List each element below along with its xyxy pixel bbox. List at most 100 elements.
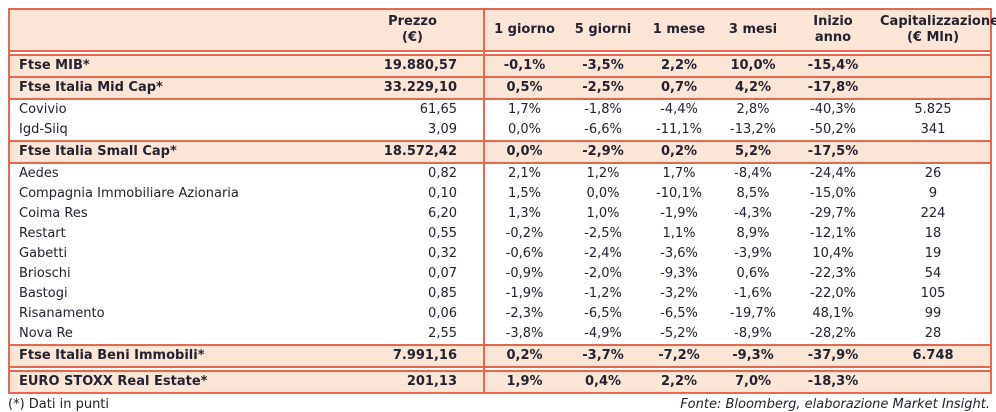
value-cell: -0,1% bbox=[484, 54, 564, 78]
value-cell: 18 bbox=[876, 224, 991, 244]
value-cell: 6,20 bbox=[364, 204, 485, 224]
stock-row: Restart 0,55 -0,2% -2,5% 1,1% 8,9% -12,1% 18 bbox=[9, 224, 991, 244]
value-cell: 341 bbox=[876, 120, 991, 141]
name-cell: Ftse Italia Beni Immobili* bbox=[9, 344, 364, 368]
value-cell: -2,9% bbox=[564, 140, 642, 164]
name-cell: Covivio bbox=[9, 99, 364, 120]
value-cell: -3,6% bbox=[642, 244, 716, 264]
value-cell: -4,4% bbox=[642, 99, 716, 120]
value-cell: -11,1% bbox=[642, 120, 716, 141]
value-cell: -10,1% bbox=[642, 184, 716, 204]
spacer-cell bbox=[9, 51, 364, 55]
value-cell: 201,13 bbox=[364, 370, 485, 394]
spacer-cell bbox=[564, 367, 642, 371]
spacer-cell bbox=[9, 367, 364, 371]
value-cell: 10,4% bbox=[790, 244, 876, 264]
name-cell: Restart bbox=[9, 224, 364, 244]
col-header-1-mese: 1 mese bbox=[642, 9, 716, 52]
name-cell: EURO STOXX Real Estate* bbox=[9, 370, 364, 394]
name-cell: Gabetti bbox=[9, 244, 364, 264]
value-cell: 26 bbox=[876, 163, 991, 184]
stock-row: Covivio 61,65 1,7% -1,8% -4,4% 2,8% -40,3% 5.82… bbox=[9, 99, 991, 120]
value-cell: -2,3% bbox=[484, 304, 564, 324]
stock-row: Gabetti 0,32 -0,6% -2,4% -3,6% -3,9% 10,4% 19 bbox=[9, 244, 991, 264]
value-cell: -3,9% bbox=[716, 244, 790, 264]
stock-row: Coima Res 6,20 1,3% 1,0% -1,9% -4,3% -29,7% 224 bbox=[9, 204, 991, 224]
value-cell bbox=[876, 140, 991, 164]
col-header-3-mesi: 3 mesi bbox=[716, 9, 790, 52]
value-cell: 2,2% bbox=[642, 370, 716, 394]
value-cell bbox=[876, 370, 991, 394]
value-cell: 2,2% bbox=[642, 54, 716, 78]
stock-row: Nova Re 2,55 -3,8% -4,9% -5,2% -8,9% -28,2% 28 bbox=[9, 324, 991, 345]
value-cell: 105 bbox=[876, 284, 991, 304]
value-cell: -0,6% bbox=[484, 244, 564, 264]
value-cell: -50,2% bbox=[790, 120, 876, 141]
value-cell: 0,07 bbox=[364, 264, 485, 284]
col-header-capitalizzazione: Capitalizzazione (€ Mln) bbox=[876, 9, 996, 52]
value-cell: -17,5% bbox=[790, 140, 876, 164]
col-header-label: 5 giorni bbox=[574, 22, 632, 37]
value-cell: -1,2% bbox=[564, 284, 642, 304]
value-cell: -22,3% bbox=[790, 264, 876, 284]
index-row: Ftse Italia Small Cap* 18.572,42 0,0% -2,9%… bbox=[9, 140, 991, 164]
value-cell: -22,0% bbox=[790, 284, 876, 304]
value-cell: 18.572,42 bbox=[364, 140, 485, 164]
value-cell: 0,06 bbox=[364, 304, 485, 324]
value-cell: 0,10 bbox=[364, 184, 485, 204]
col-header-sublabel: (€) bbox=[402, 30, 423, 45]
spacer-cell bbox=[790, 367, 876, 371]
col-header-inizio-anno: Inizio anno bbox=[790, 9, 876, 52]
row-spacer bbox=[9, 367, 991, 371]
stock-row: Bastogi 0,85 -1,9% -1,2% -3,2% -1,6% -22,0% 105 bbox=[9, 284, 991, 304]
value-cell: 9 bbox=[876, 184, 991, 204]
value-cell: -4,3% bbox=[716, 204, 790, 224]
col-header-label: Prezzo bbox=[388, 14, 437, 29]
value-cell: 2,55 bbox=[364, 324, 485, 345]
value-cell: 0,5% bbox=[484, 76, 564, 100]
footnote-dati-in-punti: (*) Dati in punti bbox=[8, 397, 110, 412]
value-cell: -8,4% bbox=[716, 163, 790, 184]
value-cell: -29,7% bbox=[790, 204, 876, 224]
value-cell: 2,8% bbox=[716, 99, 790, 120]
spacer-cell bbox=[876, 51, 991, 55]
value-cell: -1,6% bbox=[716, 284, 790, 304]
value-cell: 1,7% bbox=[484, 99, 564, 120]
spacer-cell bbox=[484, 367, 564, 371]
value-cell: -6,5% bbox=[564, 304, 642, 324]
spacer-cell bbox=[364, 367, 485, 371]
value-cell: 3,09 bbox=[364, 120, 485, 141]
value-cell: 0,0% bbox=[484, 140, 564, 164]
stock-row: Compagnia Immobiliare Azionaria 0,10 1,5% 0… bbox=[9, 184, 991, 204]
value-cell: 1,1% bbox=[642, 224, 716, 244]
value-cell: -7,2% bbox=[642, 344, 716, 368]
value-cell: 8,9% bbox=[716, 224, 790, 244]
value-cell: 1,0% bbox=[564, 204, 642, 224]
spacer-cell bbox=[642, 367, 716, 371]
value-cell: 0,7% bbox=[642, 76, 716, 100]
value-cell: -28,2% bbox=[790, 324, 876, 345]
value-cell bbox=[876, 54, 991, 78]
stock-row: Igd-Siiq 3,09 0,0% -6,6% -11,1% -13,2% -50,2% 3… bbox=[9, 120, 991, 141]
spacer-cell bbox=[790, 51, 876, 55]
col-header-1-giorno: 1 giorno bbox=[484, 9, 564, 52]
value-cell: 2,1% bbox=[484, 163, 564, 184]
spacer-cell bbox=[484, 51, 564, 55]
col-header-label: 1 giorno bbox=[494, 22, 555, 37]
value-cell: -6,6% bbox=[564, 120, 642, 141]
value-cell: 19.880,57 bbox=[364, 54, 485, 78]
value-cell: -3,7% bbox=[564, 344, 642, 368]
header-row: Prezzo (€) 1 giorno 5 giorni 1 mese 3 me… bbox=[9, 9, 996, 52]
value-cell: 48,1% bbox=[790, 304, 876, 324]
row-spacer bbox=[9, 51, 991, 55]
value-cell: -3,8% bbox=[484, 324, 564, 345]
market-table: Prezzo (€) 1 giorno 5 giorni 1 mese 3 me… bbox=[8, 8, 996, 394]
value-cell: -1,9% bbox=[484, 284, 564, 304]
value-cell: 99 bbox=[876, 304, 991, 324]
value-cell: 8,5% bbox=[716, 184, 790, 204]
value-cell: 1,2% bbox=[564, 163, 642, 184]
value-cell: -17,8% bbox=[790, 76, 876, 100]
value-cell: 0,0% bbox=[564, 184, 642, 204]
value-cell: -1,9% bbox=[642, 204, 716, 224]
